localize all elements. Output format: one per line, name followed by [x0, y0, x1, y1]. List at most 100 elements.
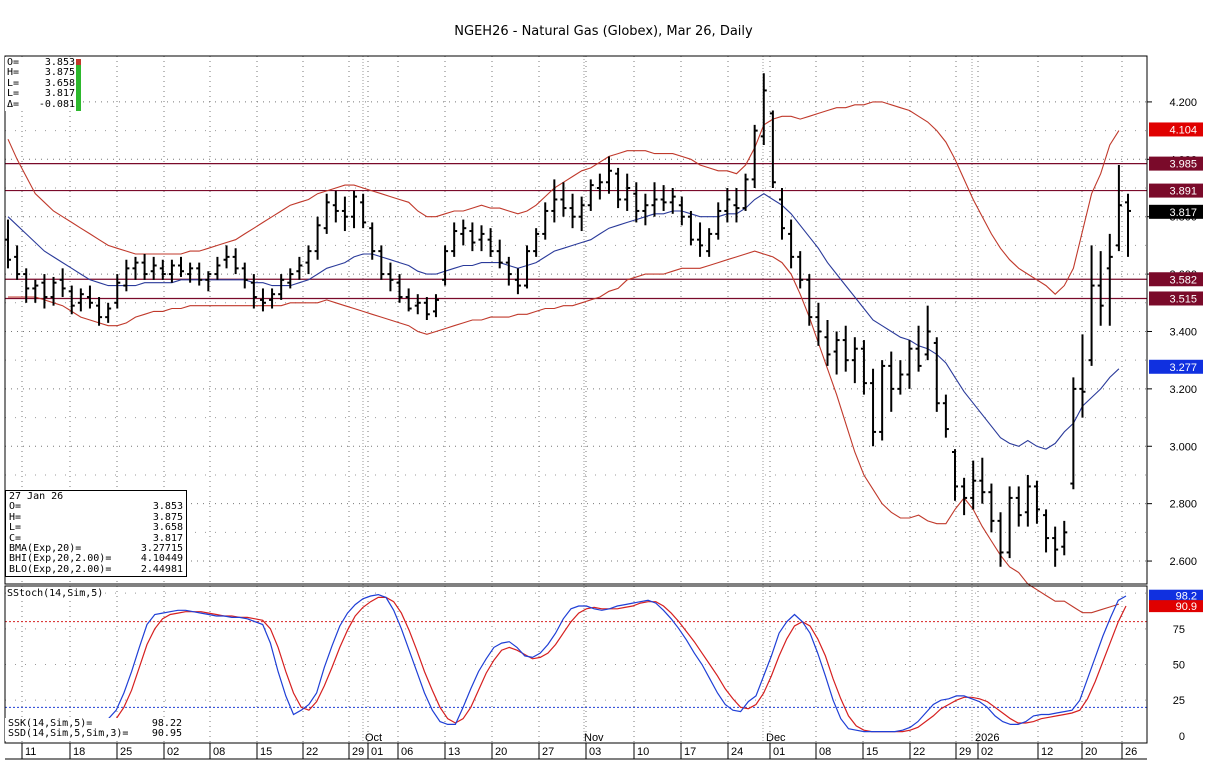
- data-window-row: BHI(Exp,20,2.00)= 4.10449: [9, 553, 183, 565]
- ohlc-bar: [1061, 520, 1068, 556]
- x-tick-label: 12: [1041, 746, 1053, 758]
- ohlc-label: L=: [7, 77, 20, 89]
- ohlc-bar: [460, 219, 467, 246]
- stoch-tag-label: 98.2: [1176, 591, 1197, 603]
- ohlc-row: H= 3.875: [7, 67, 75, 79]
- ohlc-bar: [196, 262, 203, 286]
- month-label: Nov: [584, 732, 604, 744]
- ohlc-bar: [533, 228, 540, 257]
- ohlc-bar: [760, 73, 767, 145]
- x-tick-label: 08: [819, 746, 831, 758]
- ohlc-bar: [633, 182, 640, 223]
- x-tick-label: 18: [73, 746, 85, 758]
- ohlc-value: 3.853: [44, 57, 75, 68]
- ohlc-bar: [1125, 193, 1131, 257]
- data-window-value: 3.875: [152, 511, 183, 523]
- price-tag-label: 4.104: [1169, 124, 1197, 136]
- ohlc-bar: [314, 216, 321, 260]
- ohlc-bar: [833, 331, 840, 375]
- ohlc-bar: [241, 262, 248, 289]
- ohlc-bar: [1015, 486, 1022, 527]
- x-tick-label: 22: [306, 746, 318, 758]
- price-tag: [1149, 122, 1203, 137]
- ohlc-bar: [232, 248, 239, 275]
- ohlc-bar: [961, 477, 968, 516]
- x-tick-label: 15: [866, 746, 878, 758]
- ohlc-bar: [123, 259, 130, 292]
- ohlc-bar: [715, 202, 722, 240]
- x-tick-label: 26: [1125, 746, 1137, 758]
- ohlc-bar: [86, 285, 93, 309]
- stoch-values: SSK(14,Sim,5)= 98.22 SSD(14,Sim,5,Sim,3)= 9…: [5, 718, 185, 741]
- ohlc-bar: [970, 460, 977, 510]
- x-tick-label: 10: [637, 746, 649, 758]
- ohlc-row: O= 3.853: [7, 57, 75, 68]
- ohlc-bar: [687, 210, 694, 246]
- data-window-row: L= 3.658: [9, 522, 183, 534]
- data-window-value: 3.817: [152, 532, 183, 544]
- data-window-label: BMA(Exp,20)=: [9, 543, 82, 555]
- ohlc-bar: [68, 285, 75, 315]
- ohlc-bar: [259, 288, 266, 312]
- ohlc-bar: [1070, 377, 1077, 490]
- ohlc-bar: [50, 276, 57, 306]
- price-tag-label: 3.817: [1169, 207, 1197, 219]
- ohlc-bar: [396, 274, 403, 303]
- data-window-label: BHI(Exp,20,2.00)=: [9, 553, 112, 565]
- ohlc-bar: [906, 340, 913, 389]
- ohlc-bar: [587, 179, 594, 211]
- y-tick-label: 4.200: [1169, 97, 1197, 109]
- ohlc-label: H=: [7, 67, 20, 79]
- price-tag: [1149, 183, 1203, 198]
- price-tag: [1149, 204, 1203, 219]
- ohlc-bar: [378, 245, 385, 280]
- y-tick-label: 3.200: [1169, 384, 1197, 396]
- month-label: Dec: [766, 732, 786, 744]
- price-tag: [1149, 291, 1203, 306]
- stoch-value: 90.95: [151, 728, 182, 740]
- data-window-row: O= 3.853: [9, 501, 183, 512]
- ohlc-bar: [187, 262, 194, 283]
- ohlc-bar: [1033, 480, 1040, 524]
- ohlc-bar: [205, 271, 212, 292]
- ohlc-bar: [988, 483, 995, 533]
- ohlc-bar: [14, 245, 21, 280]
- ohlc-value: -0.081: [38, 98, 75, 110]
- stoch-y-tick-label: 50: [1173, 660, 1185, 672]
- x-tick-label: 29: [959, 746, 971, 758]
- ohlc-bar: [341, 196, 348, 232]
- data-window-row: BLO(Exp,20,2.00)= 2.44981: [9, 564, 183, 575]
- stoch-tag-label: 90.9: [1176, 601, 1197, 613]
- ohlc-bar: [542, 202, 549, 240]
- ohlc-bar: [979, 457, 986, 504]
- data-window-row: C= 3.817: [9, 532, 183, 544]
- ssk-line: [16, 593, 1127, 733]
- price-tag-label: 3.515: [1169, 293, 1197, 305]
- ohlc-bar: [751, 124, 758, 188]
- y-tick-label: 2.800: [1169, 499, 1197, 511]
- bb-lower-band: [8, 250, 1120, 614]
- data-window-row: H= 3.875: [9, 511, 183, 523]
- data-window-value: 3.27715: [140, 543, 183, 555]
- stoch-tag: [1149, 589, 1203, 602]
- ohlc-bar: [414, 294, 421, 315]
- ohlc-bar: [924, 305, 931, 361]
- ohlc-bar: [150, 256, 157, 280]
- ohlc-bar: [141, 254, 148, 280]
- ohlc-bar: [578, 196, 585, 232]
- ohlc-bar: [178, 256, 185, 277]
- stoch-row: SSK(14,Sim,5)= 98.22: [8, 718, 182, 729]
- x-tick-label: 27: [542, 746, 554, 758]
- ohlc-row: Δ= -0.081: [7, 98, 75, 110]
- data-window-label: L=: [9, 522, 22, 534]
- stoch-value: 98.22: [151, 718, 182, 729]
- ohlc-bar: [951, 449, 958, 501]
- stoch-row: SSD(14,Sim,5,Sim,3)= 90.95: [8, 728, 182, 740]
- ohlc-bar: [605, 156, 612, 194]
- price-tag: [1149, 272, 1203, 287]
- ohlc-bar: [642, 193, 649, 226]
- y-tick-label: 2.600: [1169, 556, 1197, 568]
- ohlc-row: L= 3.658: [7, 77, 75, 89]
- ohlc-bar: [560, 182, 567, 217]
- ohlc-value: 3.817: [44, 88, 75, 100]
